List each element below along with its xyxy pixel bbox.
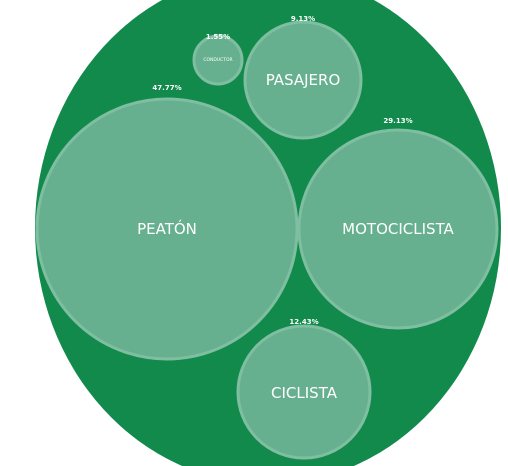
bubble-circle — [35, 97, 299, 361]
bubble-circle — [297, 128, 499, 330]
bubble-label: CONDUCTOR — [203, 57, 232, 63]
bubble-label: PEATÓN — [137, 219, 197, 238]
bubble-percent: 12.43% — [289, 318, 318, 326]
bubble-conductor: CONDUCTOR 1.55% — [192, 33, 244, 86]
bubble-percent: 47.77% — [152, 84, 181, 92]
bubble-peaton: PEATÓN 47.77% — [35, 84, 299, 361]
bubble-percent: 1.55% — [206, 33, 230, 41]
bubble-circle — [243, 20, 363, 140]
bubble-motociclista: MOTOCICLISTA 29.13% — [297, 117, 499, 330]
bubble-label: MOTOCICLISTA — [342, 220, 454, 238]
bubble-ciclista: CICLISTA 12.43% — [236, 318, 372, 460]
bubble-label: CICLISTA — [271, 384, 338, 402]
bubble-label: PASAJERO — [266, 71, 341, 89]
bubble-percent: 9.13% — [291, 15, 315, 23]
bubble-circle — [236, 324, 372, 460]
bubble-circle — [192, 34, 244, 86]
bubble-pasajero: PASAJERO 9.13% — [243, 15, 363, 140]
bubble-percent: 29.13% — [383, 117, 412, 125]
